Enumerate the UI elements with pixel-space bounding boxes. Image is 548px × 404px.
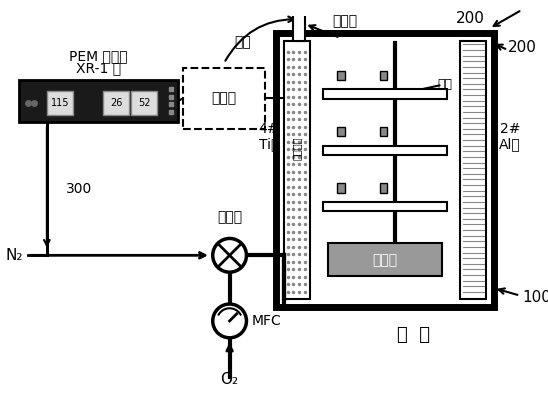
Bar — [276, 33, 494, 307]
Text: 样品: 样品 — [438, 78, 453, 91]
Text: 100: 100 — [522, 290, 548, 305]
Text: 等离子体: 等离子体 — [292, 137, 302, 160]
Bar — [284, 41, 310, 299]
Text: 26: 26 — [110, 99, 122, 109]
Bar — [103, 91, 129, 115]
Circle shape — [213, 238, 247, 272]
Text: 115: 115 — [51, 99, 69, 109]
Text: Al靶: Al靶 — [499, 137, 521, 151]
Text: 炉  体: 炉 体 — [397, 326, 430, 344]
Text: 光导管: 光导管 — [333, 15, 358, 29]
Bar — [19, 80, 178, 122]
Bar — [338, 71, 345, 80]
Text: MFC: MFC — [251, 314, 281, 328]
Text: 52: 52 — [138, 99, 151, 109]
Text: 样品架: 样品架 — [373, 253, 398, 267]
Bar — [293, 15, 305, 41]
Text: N₂: N₂ — [6, 248, 24, 263]
Bar — [380, 127, 387, 136]
Bar — [47, 91, 73, 115]
Text: 单色仪: 单色仪 — [212, 91, 237, 105]
Text: 2#: 2# — [500, 122, 520, 136]
Bar — [182, 68, 265, 129]
Bar — [338, 127, 345, 136]
Text: 200: 200 — [508, 40, 537, 55]
Bar — [328, 243, 442, 276]
Bar — [323, 89, 447, 99]
Circle shape — [213, 304, 247, 338]
Bar — [460, 41, 487, 299]
Bar — [323, 202, 447, 211]
Bar — [338, 183, 345, 193]
Text: O₂: O₂ — [220, 372, 239, 387]
Bar — [380, 71, 387, 80]
Text: XR-1 型: XR-1 型 — [76, 61, 121, 76]
Text: Ti靶: Ti靶 — [259, 137, 279, 151]
Text: 压电阀: 压电阀 — [217, 210, 242, 224]
Text: 4#: 4# — [259, 122, 279, 136]
Bar — [131, 91, 157, 115]
Text: 300: 300 — [66, 182, 92, 196]
Bar — [380, 183, 387, 193]
Text: PEM 控制器: PEM 控制器 — [69, 49, 128, 63]
Text: 200: 200 — [455, 11, 484, 26]
Text: 光纤: 光纤 — [235, 35, 251, 49]
Bar — [323, 146, 447, 155]
